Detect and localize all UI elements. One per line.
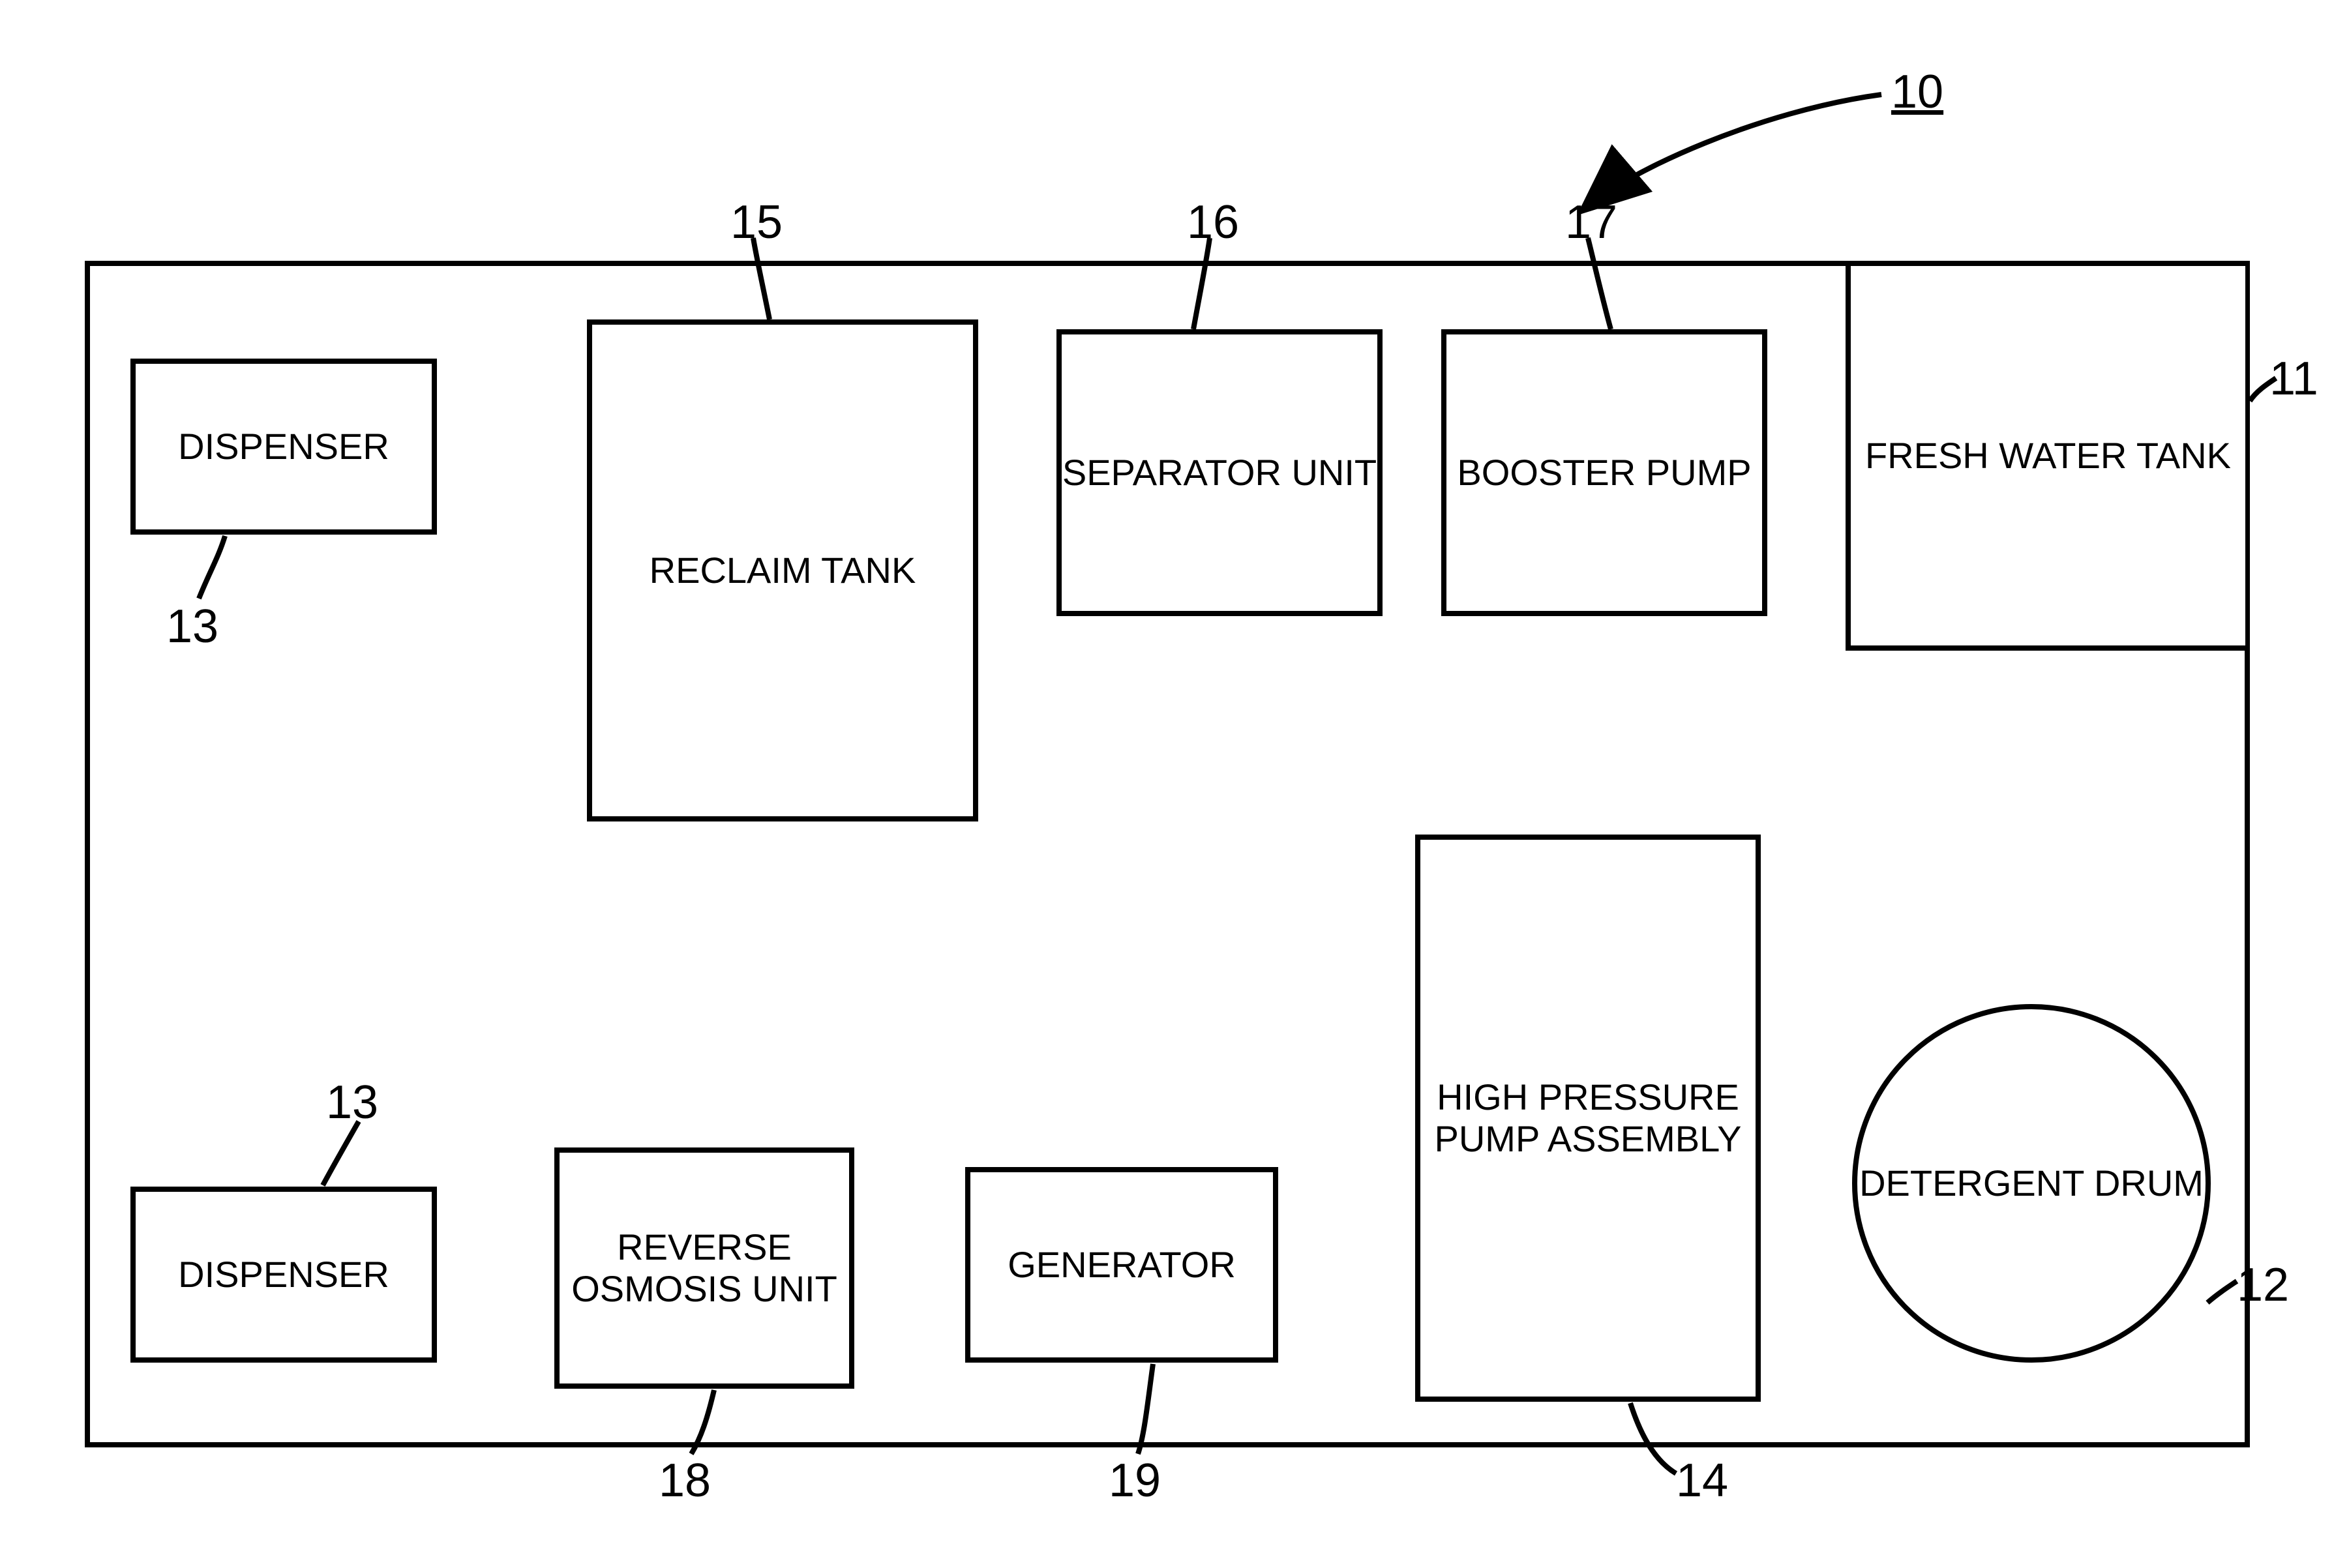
ref-text: 12 bbox=[2237, 1259, 2289, 1311]
block-separator-unit: SEPARATOR UNIT bbox=[1056, 329, 1383, 616]
block-fresh-water-tank: FRESH WATER TANK bbox=[1846, 266, 2245, 651]
ref-text: 18 bbox=[659, 1455, 711, 1507]
ref-label-15: 15 bbox=[730, 196, 783, 249]
ref-label-16: 16 bbox=[1187, 196, 1239, 249]
ref-text: 13 bbox=[326, 1076, 378, 1129]
block-label: DISPENSER bbox=[178, 1254, 389, 1295]
block-generator: GENERATOR bbox=[965, 1167, 1278, 1363]
block-label: SEPARATOR UNIT bbox=[1062, 452, 1377, 494]
block-high-pressure-pump: HIGH PRESSURE PUMP ASSEMBLY bbox=[1415, 835, 1761, 1402]
block-dispenser-top: DISPENSER bbox=[130, 359, 437, 535]
block-detergent-drum: DETERGENT DRUM bbox=[1852, 1004, 2211, 1363]
block-dispenser-bottom: DISPENSER bbox=[130, 1187, 437, 1363]
ref-label-18: 18 bbox=[659, 1454, 711, 1507]
ref-label-11: 11 bbox=[2269, 352, 2318, 406]
ref-label-14: 14 bbox=[1676, 1454, 1728, 1507]
block-label: FRESH WATER TANK bbox=[1865, 435, 2231, 477]
block-label: RECLAIM TANK bbox=[650, 550, 916, 591]
diagram-canvas: DISPENSER RECLAIM TANK SEPARATOR UNIT BO… bbox=[0, 0, 2349, 1568]
leader-10 bbox=[1585, 95, 1881, 209]
block-reclaim-tank: RECLAIM TANK bbox=[587, 319, 978, 821]
ref-text: 15 bbox=[730, 196, 783, 248]
ref-text: 13 bbox=[166, 600, 218, 653]
block-label: REVERSE OSMOSIS UNIT bbox=[560, 1226, 849, 1310]
block-label: BOOSTER PUMP bbox=[1457, 452, 1751, 494]
block-label: DETERGENT DRUM bbox=[1859, 1162, 2204, 1204]
ref-label-17: 17 bbox=[1565, 196, 1617, 249]
ref-text: 17 bbox=[1565, 196, 1617, 248]
block-label: HIGH PRESSURE PUMP ASSEMBLY bbox=[1420, 1076, 1756, 1161]
ref-text: 14 bbox=[1676, 1455, 1728, 1507]
block-reverse-osmosis-unit: REVERSE OSMOSIS UNIT bbox=[554, 1147, 854, 1389]
ref-text: 19 bbox=[1109, 1455, 1161, 1507]
ref-label-12: 12 bbox=[2237, 1258, 2289, 1312]
ref-label-19: 19 bbox=[1109, 1454, 1161, 1507]
ref-label-10: 10 bbox=[1891, 65, 1943, 119]
block-booster-pump: BOOSTER PUMP bbox=[1441, 329, 1767, 616]
ref-text: 16 bbox=[1187, 196, 1239, 248]
block-label: DISPENSER bbox=[178, 426, 389, 467]
block-label: GENERATOR bbox=[1008, 1244, 1236, 1286]
ref-label-13-bottom: 13 bbox=[326, 1076, 378, 1129]
ref-text: 10 bbox=[1891, 66, 1943, 118]
ref-text: 11 bbox=[2269, 353, 2318, 405]
ref-label-13-top: 13 bbox=[166, 600, 218, 653]
